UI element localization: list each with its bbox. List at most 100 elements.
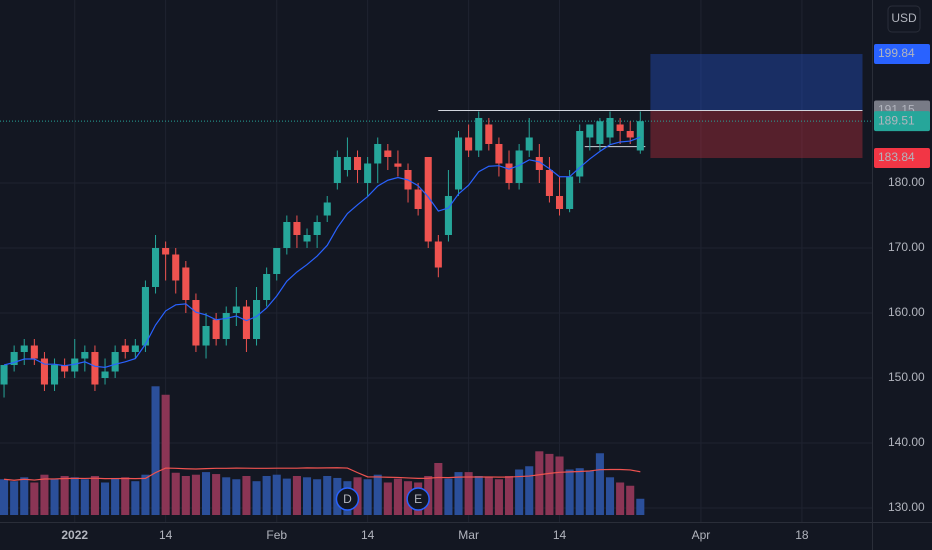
candle-body: [252, 300, 261, 340]
candle-body: [434, 241, 442, 268]
event-marker[interactable]: E: [406, 487, 430, 511]
candle-body: [30, 345, 38, 359]
candle-body: [596, 121, 604, 144]
x-tick-label: 14: [159, 528, 173, 542]
candle-body: [566, 176, 574, 209]
candle-body: [394, 163, 402, 167]
candle-body: [101, 371, 109, 379]
candle-body: [20, 345, 28, 353]
volume-bar: [494, 479, 503, 515]
volume-bar: [555, 456, 564, 515]
candle-body: [91, 352, 99, 385]
volume-bar: [232, 479, 241, 515]
volume-bar: [222, 477, 231, 515]
volume-bar: [626, 485, 635, 515]
volume-bar: [363, 479, 372, 515]
candle-body: [626, 130, 634, 138]
candle-body: [242, 306, 250, 340]
candle-body: [81, 352, 89, 359]
candle-body: [40, 358, 48, 385]
candle-body: [515, 150, 523, 183]
y-tick-label: 140.00: [888, 435, 925, 449]
candle-body: [364, 163, 372, 183]
x-tick-label: 2022: [61, 528, 88, 542]
volume-bar: [545, 453, 554, 515]
volume-bar: [535, 451, 544, 515]
candle-body: [222, 313, 230, 340]
x-tick-label: Mar: [458, 528, 479, 542]
target-price-label: 199.84: [878, 46, 915, 60]
volume-bar: [504, 476, 514, 515]
candle-body: [0, 365, 8, 385]
candle-body: [121, 345, 129, 353]
candle-body: [232, 306, 240, 314]
volume-bar: [80, 479, 89, 515]
candle-body: [283, 221, 291, 248]
x-tick-label: Feb: [266, 528, 287, 542]
volume-bar: [323, 476, 332, 515]
candle-body: [555, 195, 564, 209]
volume-bar: [484, 477, 493, 515]
volume-bar: [242, 476, 251, 515]
volume-bar: [444, 478, 453, 515]
volume-bar: [464, 472, 473, 515]
volume-bar: [282, 478, 291, 515]
volume-bar: [434, 463, 443, 515]
volume-bar: [212, 474, 221, 515]
candle-body: [111, 352, 119, 372]
x-tick-label: 18: [795, 528, 809, 542]
candle-body: [465, 137, 473, 151]
candle-body: [353, 156, 362, 170]
volume-bar: [605, 477, 615, 515]
volume-bar: [373, 474, 382, 515]
candle-body: [263, 274, 271, 301]
volume-bar: [474, 476, 483, 515]
volume-bar: [20, 477, 29, 515]
event-circle: [406, 487, 430, 511]
candle-body: [202, 326, 210, 346]
target-price-label-box: [874, 44, 930, 65]
volume-bar: [525, 466, 534, 515]
volume-bar: [313, 479, 322, 515]
candle-body: [535, 156, 543, 170]
volume-bar: [383, 482, 392, 515]
volume-bar: [161, 394, 170, 515]
candle-body: [212, 319, 220, 340]
candle-body: [313, 221, 321, 235]
event-circle: [335, 487, 360, 511]
candle-body: [323, 202, 331, 216]
volume-bar: [40, 474, 49, 515]
x-tick-label: 14: [361, 528, 375, 542]
currency-box[interactable]: [887, 5, 921, 33]
candle-body: [61, 365, 69, 372]
event-marker[interactable]: D: [335, 487, 360, 511]
x-tick-label: 14: [553, 528, 567, 542]
volume-bar: [131, 481, 140, 515]
last-price-label: 189.51: [878, 113, 915, 127]
volume-bar: [585, 470, 594, 515]
currency: USD: [891, 11, 917, 25]
stop-price-label: 183.84: [878, 150, 915, 164]
volume-bar: [171, 472, 180, 515]
candle-body: [162, 247, 170, 255]
candle-body: [303, 234, 311, 242]
candle-body: [151, 247, 160, 288]
y-tick-label: 130.00: [888, 500, 925, 514]
candle-body: [374, 143, 382, 164]
volume-bar: [262, 476, 271, 515]
candle-body: [606, 117, 614, 138]
volume-bar: [595, 453, 604, 515]
candle-body: [384, 150, 392, 157]
volume-bar: [30, 482, 39, 515]
event-label: E: [414, 492, 422, 506]
volume-average: [3, 467, 641, 481]
volume-bar: [70, 477, 79, 515]
volume-bar: [252, 481, 261, 515]
volume-bar: [515, 469, 524, 515]
volume-bar: [50, 478, 59, 515]
candle-body: [424, 156, 432, 242]
last-price-label-box: [874, 111, 930, 132]
candle-body: [505, 163, 513, 183]
